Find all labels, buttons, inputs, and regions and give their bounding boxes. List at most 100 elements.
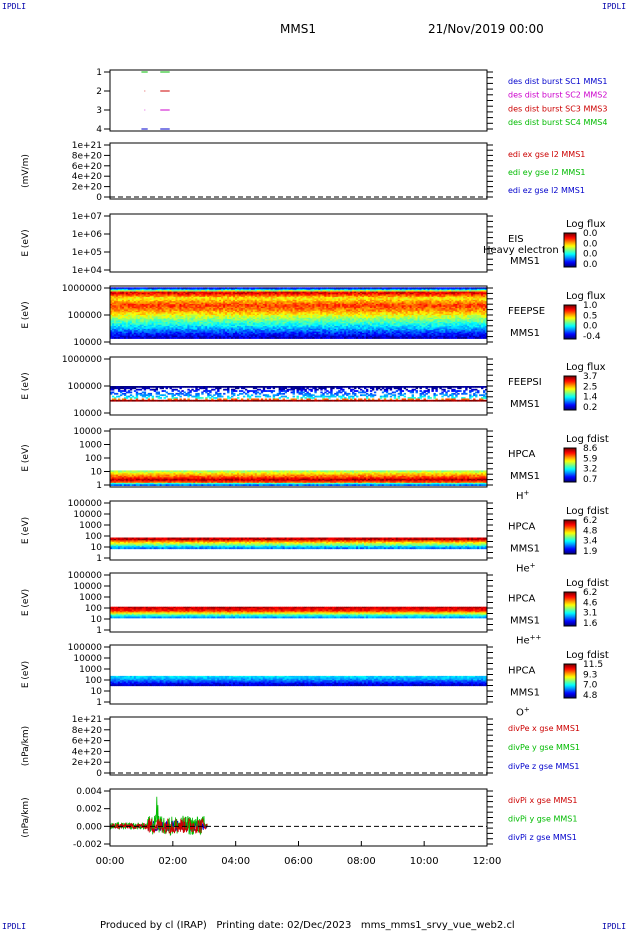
spectrogram-cell bbox=[238, 328, 242, 331]
spectrogram-cell bbox=[231, 335, 234, 338]
spectrogram-cell bbox=[201, 331, 204, 334]
spectrogram-cell bbox=[240, 292, 244, 295]
spectrogram-cell bbox=[165, 335, 168, 338]
spectrogram-cell bbox=[260, 332, 264, 335]
spectrogram-cell bbox=[113, 303, 117, 306]
spectrogram-cell bbox=[225, 306, 228, 309]
spectrogram-cell bbox=[189, 303, 192, 306]
spectrogram-cell bbox=[219, 297, 222, 299]
spectrogram-cell bbox=[159, 323, 162, 326]
spectrogram-cell bbox=[254, 332, 258, 335]
spectrogram-cell bbox=[157, 321, 160, 324]
spectrogram-cell bbox=[213, 298, 216, 301]
spectrogram-cell bbox=[215, 292, 218, 295]
spectrogram-cell bbox=[219, 301, 222, 303]
spectrogram-cell bbox=[227, 303, 230, 306]
spectrogram-cell bbox=[163, 337, 166, 339]
colorbar-cell bbox=[564, 263, 576, 266]
spectrogram-cell bbox=[165, 310, 168, 313]
spectrogram-cell bbox=[167, 337, 170, 339]
spectrogram-cell bbox=[141, 306, 145, 309]
spectrogram-cell bbox=[213, 328, 216, 331]
spectrogram-cell bbox=[221, 290, 224, 292]
spectrogram-cell bbox=[185, 335, 188, 338]
spectrogram-cell bbox=[125, 332, 129, 335]
spectrogram-cell bbox=[199, 302, 202, 305]
spectrogram-cell bbox=[207, 321, 210, 324]
spectrogram-cell bbox=[195, 310, 198, 313]
spectrogram-cell bbox=[181, 292, 184, 295]
spectrogram-cell bbox=[235, 327, 238, 330]
spectrogram-cell bbox=[233, 288, 236, 291]
spectrogram-cell bbox=[225, 337, 228, 339]
spectrogram-cell bbox=[147, 291, 151, 294]
spectrogram-cell bbox=[135, 294, 139, 297]
spectrogram-cell bbox=[161, 306, 164, 309]
spectrogram-cell bbox=[209, 294, 212, 297]
spectrogram-cell bbox=[209, 288, 212, 291]
spectrogram-cell bbox=[110, 290, 113, 292]
spectrogram-cell bbox=[175, 299, 178, 302]
spectrogram-cell bbox=[195, 313, 198, 316]
spectrogram-cell bbox=[191, 310, 194, 313]
spectrogram-cell bbox=[173, 323, 176, 326]
spectrogram-cell bbox=[219, 309, 222, 312]
spectrogram-cell bbox=[254, 310, 258, 313]
spectrogram-cell bbox=[246, 310, 250, 313]
spectrogram-cell bbox=[197, 317, 200, 320]
spectrogram-cell bbox=[244, 287, 248, 290]
spectrogram-cell bbox=[209, 313, 212, 316]
spectrogram-cell bbox=[213, 337, 216, 339]
spectrogram-cell bbox=[199, 331, 202, 334]
spectrogram-cell bbox=[149, 320, 153, 323]
spectrogram-cell bbox=[147, 335, 151, 338]
spectrogram-cell bbox=[175, 337, 178, 339]
spectrogram-cell bbox=[121, 297, 125, 299]
spectrogram-cell bbox=[121, 298, 125, 301]
spectrogram-cell bbox=[165, 321, 168, 324]
spectrogram-cell bbox=[189, 291, 192, 294]
spectrogram-cell bbox=[246, 334, 250, 337]
spectrogram-cell bbox=[207, 332, 210, 335]
spectrogram-cell bbox=[189, 295, 192, 298]
spectrogram-cell bbox=[133, 287, 137, 290]
spectrogram-cell bbox=[248, 287, 252, 290]
spectrogram-cell bbox=[213, 302, 216, 305]
spectrogram-cell bbox=[187, 324, 190, 327]
spectrogram-cell bbox=[135, 310, 139, 313]
spectrogram-cell bbox=[119, 317, 123, 320]
spectrogram-cell bbox=[252, 302, 256, 305]
spectrogram-cell bbox=[199, 316, 202, 319]
spectrogram-cell bbox=[137, 332, 141, 335]
spectrogram-cell bbox=[260, 328, 264, 331]
spectrogram-cell bbox=[235, 294, 238, 297]
spectrogram-cell bbox=[127, 315, 131, 317]
spectrogram-cell bbox=[217, 294, 220, 297]
spectrogram-cell bbox=[121, 326, 125, 328]
spectrogram-cell bbox=[121, 303, 125, 306]
spectrogram-cell bbox=[177, 312, 180, 315]
spectrogram-cell bbox=[260, 319, 264, 321]
spectrogram-cell bbox=[187, 308, 190, 310]
spectrogram-cell bbox=[177, 308, 180, 310]
spectrogram-cell bbox=[145, 332, 149, 335]
spectrogram-cell bbox=[236, 294, 240, 297]
spectrogram-cell bbox=[155, 323, 159, 326]
spectrogram-cell bbox=[227, 305, 230, 308]
spectrogram-cell bbox=[252, 324, 256, 327]
spectrogram-cell bbox=[110, 287, 113, 290]
spectrogram-cell bbox=[189, 324, 192, 327]
spectrogram-cell bbox=[169, 308, 172, 310]
spectrogram-cell bbox=[177, 287, 180, 290]
spectrogram-cell bbox=[238, 334, 242, 337]
spectrogram-cell bbox=[187, 317, 190, 320]
spectrogram-cell bbox=[183, 312, 186, 315]
spectrogram-cell bbox=[209, 309, 212, 312]
spectrogram-cell bbox=[113, 312, 117, 315]
spectrogram-cell bbox=[141, 292, 145, 295]
spectrogram-cell bbox=[111, 316, 115, 319]
spectrogram-cell bbox=[254, 316, 258, 319]
spectrogram-cell bbox=[260, 299, 264, 302]
spectrogram-cell bbox=[151, 313, 155, 316]
instrument-label: EIS bbox=[508, 234, 524, 245]
